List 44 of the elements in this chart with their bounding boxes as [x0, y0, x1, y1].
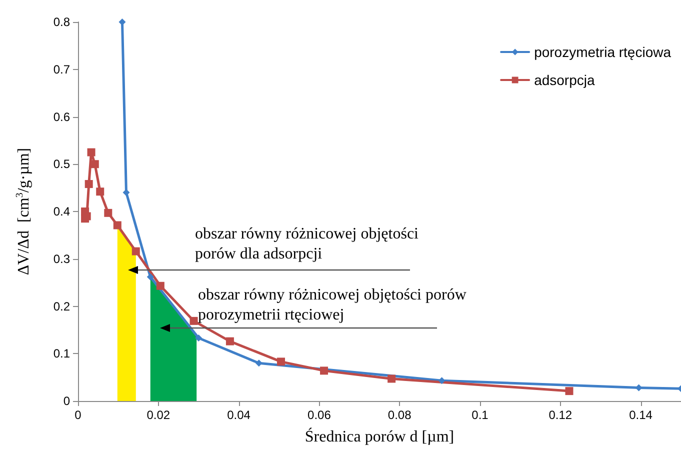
y-tick-label: 0.2 — [53, 299, 70, 314]
point — [104, 208, 112, 217]
x-tick-label: 0.14 — [629, 408, 653, 422]
point — [90, 160, 99, 168]
point — [388, 374, 396, 383]
point — [438, 377, 446, 384]
point — [156, 282, 164, 290]
y-tick-label: 0.5 — [53, 157, 70, 172]
legend-label: porozymetria rtęciowa — [534, 44, 672, 60]
x-axis-title: Średnica porów d [µm] — [304, 428, 454, 446]
point — [96, 188, 104, 196]
point — [635, 384, 642, 392]
x-tick-label: 0.08 — [388, 408, 412, 422]
x-tick-label: 0.04 — [227, 408, 251, 422]
point — [113, 221, 122, 230]
point — [122, 189, 130, 196]
point — [226, 337, 234, 346]
point — [146, 273, 154, 280]
point — [190, 316, 198, 325]
point — [132, 247, 140, 256]
point — [84, 180, 93, 188]
y-axis-title: ΔV/Δd [cm3/g·µm] — [14, 148, 32, 276]
point — [565, 387, 574, 396]
y-tick-label: 0.1 — [53, 346, 70, 361]
point — [320, 366, 328, 375]
y-tick-label: 0.3 — [53, 252, 70, 266]
x-tick-label: 0.02 — [146, 408, 170, 422]
point — [255, 360, 262, 367]
y-tick-label: 0.6 — [53, 110, 70, 124]
y-tick-label: 0.4 — [53, 204, 70, 218]
x-tick-label: 0.06 — [308, 408, 332, 422]
y-tick-label: 0.8 — [53, 15, 70, 29]
point — [195, 334, 202, 342]
annotation: obszar równy różnicowej objętości porów dla adsorpcji — [195, 226, 420, 262]
x-tick-label: 0.12 — [548, 408, 572, 422]
y-tick-label: 0 — [63, 394, 70, 408]
point — [277, 358, 286, 366]
y-tick-label: 0.7 — [53, 62, 70, 76]
x-tick-label: 0.1 — [472, 408, 489, 422]
x-tick-label: 0 — [74, 408, 82, 422]
point — [87, 148, 96, 156]
legend-label: adsorpcja — [534, 72, 595, 88]
point — [118, 18, 126, 26]
annotation: obszar równy różnicowej objętości porów porozymetrii rtęciowej — [198, 286, 467, 324]
